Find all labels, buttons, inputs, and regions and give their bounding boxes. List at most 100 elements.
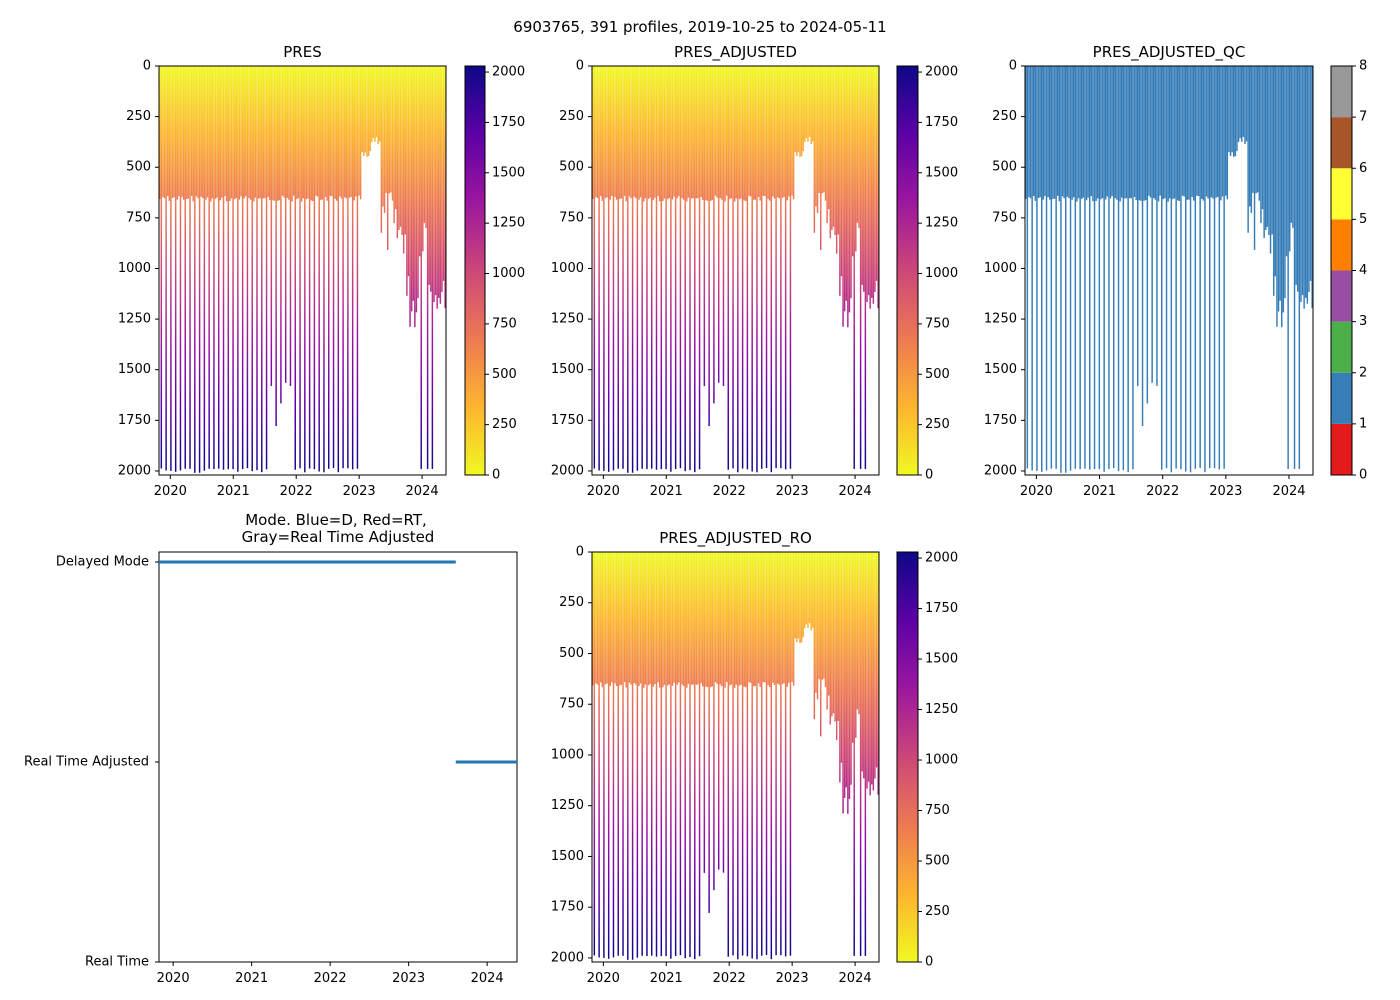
- colorbar-tick-label: 1000: [925, 753, 958, 768]
- profile-column: [818, 552, 820, 680]
- profile-column: [358, 66, 360, 196]
- profile-column: [225, 66, 228, 202]
- profile-column: [1255, 66, 1257, 194]
- profile-column: [802, 552, 804, 638]
- profile-column: [1186, 66, 1189, 200]
- profile-column: [1188, 66, 1190, 200]
- colorbar-tick-label: 0: [492, 468, 500, 483]
- profile-column: [604, 66, 607, 199]
- profile-column: [382, 66, 384, 207]
- profile-column: [1194, 66, 1197, 469]
- profile-column: [1181, 66, 1184, 196]
- colorbar-swatch: [1331, 66, 1352, 118]
- profile-column: [1287, 66, 1289, 469]
- profile-column: [843, 66, 846, 312]
- profile-column: [227, 66, 230, 470]
- profile-column: [770, 66, 773, 473]
- colorbar-tick-label: 750: [492, 316, 517, 331]
- colorbar-tick-label: 1750: [925, 115, 958, 130]
- x-tick-label: 2021: [650, 484, 683, 499]
- colorbar-tick-label: 750: [925, 803, 950, 818]
- profile-column: [249, 66, 252, 200]
- y-tick-label: 0: [576, 545, 584, 560]
- profile-column: [280, 66, 282, 404]
- profile-column: [235, 66, 238, 199]
- x-tick-label: 2023: [392, 971, 425, 986]
- x-tick-label: 2023: [343, 484, 376, 499]
- profile-column: [700, 552, 702, 684]
- profile-column: [1309, 66, 1312, 281]
- profile-column: [299, 66, 301, 469]
- profile-column: [1247, 66, 1249, 233]
- profile-column: [1143, 66, 1145, 201]
- profile-column: [304, 66, 306, 473]
- profile-column: [1065, 66, 1067, 473]
- profile-column: [639, 552, 642, 684]
- profile-column: [1303, 66, 1305, 309]
- colorbar-swatch: [1331, 321, 1352, 373]
- profile-column: [829, 552, 832, 725]
- profile-column: [1135, 66, 1137, 201]
- profile-column: [1137, 66, 1139, 387]
- profile-column: [1121, 66, 1123, 198]
- profile-column: [855, 66, 857, 252]
- profile-column: [1140, 66, 1142, 201]
- profile-column: [407, 66, 410, 277]
- profile-column: [1177, 66, 1179, 201]
- profile-column: [598, 552, 600, 958]
- profile-column: [1122, 66, 1125, 471]
- profile-column: [808, 552, 811, 624]
- profile-column: [1073, 66, 1075, 198]
- profile-column: [856, 552, 859, 710]
- profile-column: [1098, 66, 1101, 470]
- profile-column: [853, 552, 855, 956]
- profile-column: [1058, 66, 1061, 202]
- profile-column: [1204, 66, 1206, 473]
- profile-column: [412, 66, 414, 301]
- profile-column: [660, 552, 663, 957]
- profile-column: [596, 66, 599, 199]
- profile-column: [1282, 66, 1285, 313]
- profile-column: [398, 66, 400, 230]
- colorbar-tick-label: 0: [925, 468, 933, 483]
- profile-column: [1257, 66, 1259, 193]
- profile-column: [638, 66, 640, 200]
- profile-column: [674, 66, 677, 470]
- profile-column: [694, 552, 696, 960]
- profile-column: [1306, 66, 1309, 304]
- profile-column: [257, 66, 260, 199]
- profile-column: [1111, 66, 1113, 197]
- profile-column: [1305, 66, 1307, 298]
- profile-column: [714, 552, 717, 683]
- profile-column: [735, 66, 737, 199]
- profile-column: [1209, 66, 1211, 469]
- y-tick-label: 1250: [551, 312, 584, 327]
- profile-column: [788, 552, 790, 683]
- profile-column: [200, 66, 202, 197]
- profile-column: [1273, 66, 1275, 296]
- profile-column: [308, 66, 311, 469]
- profile-column: [855, 552, 857, 738]
- x-tick-label: 2022: [280, 484, 313, 499]
- profile-column: [687, 66, 690, 198]
- profile-column: [1245, 66, 1248, 142]
- profile-column: [415, 66, 418, 313]
- colorbar-pres_adjusted_qc: 0 1 2 3 4 5 6 7 8: [1330, 59, 1367, 483]
- profile-column: [783, 552, 785, 684]
- profile-column: [1138, 66, 1141, 201]
- profile-column: [262, 66, 265, 199]
- profile-column: [851, 66, 854, 257]
- profile-column: [733, 66, 736, 202]
- profile-column: [826, 66, 828, 224]
- profile-column: [310, 66, 312, 201]
- profile-column: [748, 552, 750, 683]
- profile-column: [430, 66, 432, 292]
- profile-column: [668, 552, 671, 685]
- profile-column: [791, 552, 793, 682]
- profile-column: [606, 66, 608, 198]
- colorbar-tick-label: 6: [1359, 161, 1367, 176]
- profile-column: [174, 66, 177, 472]
- profile-column: [1169, 66, 1171, 199]
- profile-column: [612, 552, 615, 958]
